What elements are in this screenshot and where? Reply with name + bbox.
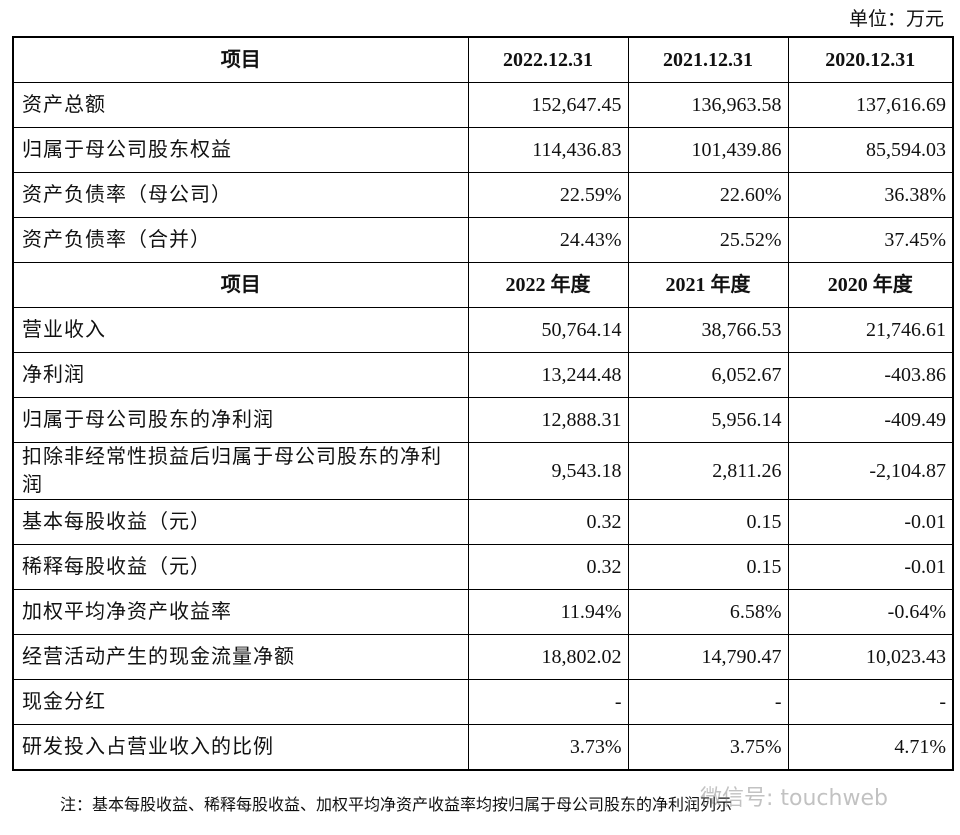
financial-table: 项目 2022.12.31 2021.12.31 2020.12.31 资产总额 152,… xyxy=(12,36,954,771)
value-cell: 0.32 xyxy=(467,544,629,590)
row-label: 资产总额 xyxy=(12,82,469,128)
data-row: 净利润 13,244.48 6,052.67 -403.86 xyxy=(12,352,954,398)
value-cell: 50,764.14 xyxy=(467,307,629,353)
data-row: 营业收入 50,764.14 38,766.53 21,746.61 xyxy=(12,307,954,353)
value-cell: 9,543.18 xyxy=(467,442,629,500)
value-cell: - xyxy=(787,679,954,725)
row-label: 现金分红 xyxy=(12,679,469,725)
row-label: 加权平均净资产收益率 xyxy=(12,589,469,635)
data-row: 归属于母公司股东的净利润 12,888.31 5,956.14 -409.49 xyxy=(12,397,954,443)
row-label: 扣除非经常性损益后归属于母公司股东的净利润 xyxy=(12,442,469,500)
value-cell: 36.38% xyxy=(787,172,954,218)
header-cell: 2020 年度 xyxy=(787,262,954,308)
data-row: 资产总额 152,647.45 136,963.58 137,616.69 xyxy=(12,82,954,128)
header-cell: 2021.12.31 xyxy=(627,36,789,83)
value-cell: 21,746.61 xyxy=(787,307,954,353)
row-label: 经营活动产生的现金流量净额 xyxy=(12,634,469,680)
row-label: 资产负债率（合并） xyxy=(12,217,469,263)
data-row: 扣除非经常性损益后归属于母公司股东的净利润 9,543.18 2,811.26 -2,… xyxy=(12,442,954,500)
header-cell: 2020.12.31 xyxy=(787,36,954,83)
data-row: 现金分红 - - - xyxy=(12,679,954,725)
row-label: 净利润 xyxy=(12,352,469,398)
value-cell: -2,104.87 xyxy=(787,442,954,500)
value-cell: 18,802.02 xyxy=(467,634,629,680)
row-label: 资产负债率（母公司） xyxy=(12,172,469,218)
value-cell: 25.52% xyxy=(627,217,789,263)
row-label: 归属于母公司股东权益 xyxy=(12,127,469,173)
value-cell: 14,790.47 xyxy=(627,634,789,680)
watermark: 微信号: touchweb xyxy=(700,786,888,811)
data-row: 稀释每股收益（元） 0.32 0.15 -0.01 xyxy=(12,544,954,590)
header-cell: 2021 年度 xyxy=(627,262,789,308)
data-row: 资产负债率（母公司） 22.59% 22.60% 36.38% xyxy=(12,172,954,218)
value-cell: - xyxy=(467,679,629,725)
value-cell: 6.58% xyxy=(627,589,789,635)
value-cell: -0.64% xyxy=(787,589,954,635)
data-row: 加权平均净资产收益率 11.94% 6.58% -0.64% xyxy=(12,589,954,635)
value-cell: 0.15 xyxy=(627,544,789,590)
data-row: 资产负债率（合并） 24.43% 25.52% 37.45% xyxy=(12,217,954,263)
value-cell: 5,956.14 xyxy=(627,397,789,443)
value-cell: 10,023.43 xyxy=(787,634,954,680)
unit-label: 单位：万元 xyxy=(848,9,944,30)
header-cell: 2022.12.31 xyxy=(467,36,629,83)
value-cell: 3.73% xyxy=(467,724,629,771)
value-cell: -403.86 xyxy=(787,352,954,398)
value-cell: 137,616.69 xyxy=(787,82,954,128)
row-label: 营业收入 xyxy=(12,307,469,353)
value-cell: 85,594.03 xyxy=(787,127,954,173)
value-cell: -0.01 xyxy=(787,544,954,590)
value-cell: -409.49 xyxy=(787,397,954,443)
value-cell: 24.43% xyxy=(467,217,629,263)
value-cell: 22.59% xyxy=(467,172,629,218)
value-cell: 3.75% xyxy=(627,724,789,771)
row-label: 研发投入占营业收入的比例 xyxy=(12,724,469,771)
value-cell: 11.94% xyxy=(467,589,629,635)
value-cell: - xyxy=(627,679,789,725)
header-row: 项目 2022.12.31 2021.12.31 2020.12.31 xyxy=(12,36,954,83)
value-cell: 38,766.53 xyxy=(627,307,789,353)
value-cell: 12,888.31 xyxy=(467,397,629,443)
row-label: 稀释每股收益（元） xyxy=(12,544,469,590)
data-row: 基本每股收益（元） 0.32 0.15 -0.01 xyxy=(12,499,954,545)
data-row: 经营活动产生的现金流量净额 18,802.02 14,790.47 10,023.43 xyxy=(12,634,954,680)
value-cell: 114,436.83 xyxy=(467,127,629,173)
value-cell: 6,052.67 xyxy=(627,352,789,398)
data-row: 研发投入占营业收入的比例 3.73% 3.75% 4.71% xyxy=(12,724,954,771)
header-cell: 项目 xyxy=(12,262,469,308)
row-label: 归属于母公司股东的净利润 xyxy=(12,397,469,443)
header-cell: 项目 xyxy=(12,36,469,83)
data-row: 归属于母公司股东权益 114,436.83 101,439.86 85,594.03 xyxy=(12,127,954,173)
value-cell: 0.15 xyxy=(627,499,789,545)
header-cell: 2022 年度 xyxy=(467,262,629,308)
value-cell: 13,244.48 xyxy=(467,352,629,398)
value-cell: 136,963.58 xyxy=(627,82,789,128)
value-cell: 0.32 xyxy=(467,499,629,545)
row-label: 基本每股收益（元） xyxy=(12,499,469,545)
footnote: 注：基本每股收益、稀释每股收益、加权平均净资产收益率均按归属于母公司股东的净利润… xyxy=(60,797,733,814)
value-cell: 2,811.26 xyxy=(627,442,789,500)
value-cell: -0.01 xyxy=(787,499,954,545)
value-cell: 4.71% xyxy=(787,724,954,771)
value-cell: 152,647.45 xyxy=(467,82,629,128)
value-cell: 37.45% xyxy=(787,217,954,263)
value-cell: 22.60% xyxy=(627,172,789,218)
value-cell: 101,439.86 xyxy=(627,127,789,173)
header-row: 项目 2022 年度 2021 年度 2020 年度 xyxy=(12,262,954,308)
